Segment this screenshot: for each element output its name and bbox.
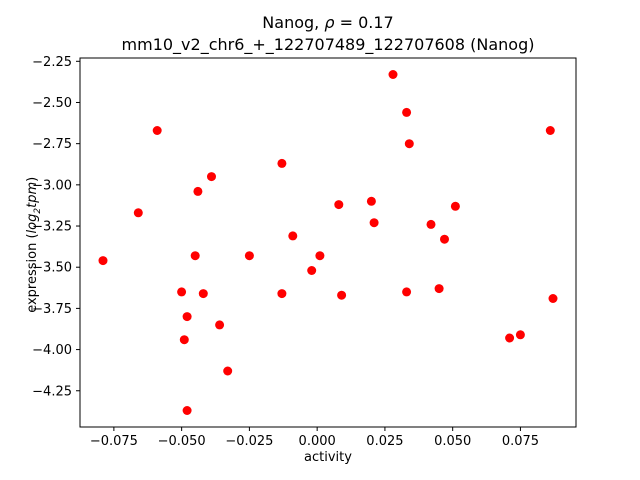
x-tick-label: 0.025 [366,434,403,449]
y-tick-label: −3.75 [32,302,72,317]
data-point [515,330,525,340]
data-point [182,312,192,322]
data-point [307,266,317,275]
data-point [434,284,444,294]
x-tick-label: −0.025 [225,434,273,449]
data-point [98,256,108,266]
data-point [426,219,436,229]
data-point [337,290,347,300]
data-point [402,287,412,297]
data-point [440,234,449,244]
y-axis-label-subscript: 2 [32,207,43,214]
y-axis-label-prefix: expression ( [25,233,41,313]
y-axis-label-suffix: ) [25,176,41,182]
data-point [223,366,233,376]
data-point [315,251,325,261]
data-point [152,126,162,135]
data-point [404,139,414,149]
x-tick-label: 0.075 [502,434,539,449]
data-point [190,251,200,261]
data-point [133,208,143,218]
rho-symbol: ρ [324,13,335,32]
y-tick-label: −3.25 [32,220,72,235]
x-axis-label: activity [304,450,352,465]
x-tick-label: −0.050 [158,434,206,449]
y-axis-label-var: tpm [25,181,41,208]
data-point [369,218,379,228]
chart-title-suffix: = 0.17 [334,13,394,32]
chart-title-prefix: Nanog, [262,13,325,32]
data-point [198,289,208,299]
data-point [402,107,412,117]
x-tick-label: 0.050 [434,434,471,449]
y-tick-label: −2.50 [32,96,72,111]
data-point [505,333,515,343]
data-point [277,289,287,299]
y-axis-label-log: log [25,213,41,234]
data-point [288,231,298,241]
data-point [545,126,555,135]
data-point [207,172,216,182]
data-point [388,70,398,79]
y-axis-label: expression (log2tpm) [25,115,43,375]
data-point [215,320,225,330]
chart-title: Nanog, ρ = 0.17 [80,12,576,34]
x-tick-label: −0.075 [90,434,138,449]
data-point [179,335,189,345]
x-tick-label: 0.000 [299,434,336,449]
axes-frame [79,57,577,428]
data-point [177,287,187,297]
y-tick-label: −2.75 [32,137,72,152]
y-tick-label: −4.25 [32,384,72,399]
chart-subtitle: mm10_v2_chr6_+_122707489_122707608 (Nano… [121,34,535,54]
data-point [334,200,344,210]
chart-titles: Nanog, ρ = 0.17 mm10_v2_chr6_+_122707489… [80,12,576,55]
y-tick-label: −2.25 [32,55,72,70]
data-point [277,158,287,168]
y-tick-label: −3.00 [32,178,72,193]
data-point [244,251,254,261]
y-tick-label: −4.00 [32,343,72,358]
data-point [450,201,460,211]
data-point [182,406,192,415]
data-point [548,294,558,303]
y-tick-label: −3.50 [32,261,72,276]
data-point [193,186,203,196]
data-point [366,196,376,206]
